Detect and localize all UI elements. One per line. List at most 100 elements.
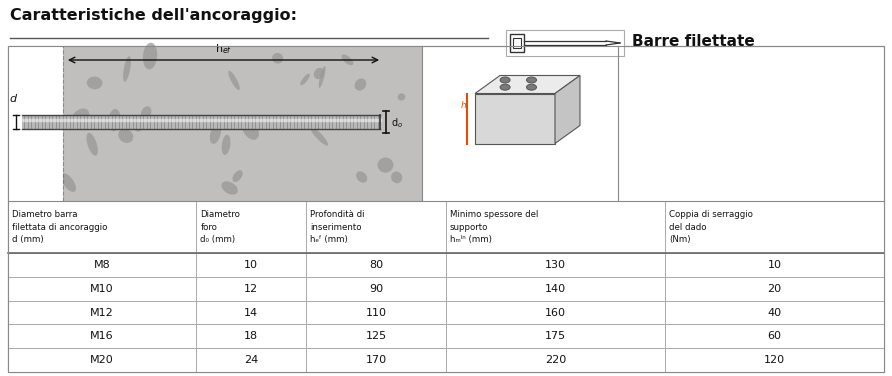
Polygon shape: [475, 76, 580, 94]
Bar: [8, 46, 884, 372]
Bar: [196, 300, 306, 324]
Text: 40: 40: [767, 308, 781, 317]
Text: 24: 24: [244, 355, 258, 365]
Ellipse shape: [70, 109, 89, 129]
Ellipse shape: [398, 93, 405, 101]
Bar: [665, 348, 884, 372]
Bar: [665, 253, 884, 277]
Text: M16: M16: [90, 331, 114, 341]
Text: h: h: [460, 102, 466, 111]
Ellipse shape: [526, 77, 536, 83]
Ellipse shape: [272, 53, 283, 64]
Bar: [446, 348, 665, 372]
Text: M8: M8: [94, 260, 111, 270]
Ellipse shape: [252, 120, 260, 127]
Bar: [8, 201, 196, 253]
Text: 130: 130: [545, 260, 566, 270]
Ellipse shape: [310, 126, 328, 146]
Ellipse shape: [134, 118, 145, 132]
Ellipse shape: [87, 133, 98, 156]
Text: 10: 10: [767, 260, 781, 270]
Bar: [446, 324, 665, 348]
Bar: [446, 277, 665, 300]
Ellipse shape: [228, 71, 240, 90]
Ellipse shape: [123, 56, 131, 82]
Bar: [8, 300, 196, 324]
Bar: [8, 46, 63, 201]
Bar: [506, 30, 624, 56]
Text: 160: 160: [545, 308, 566, 317]
Bar: [22, 115, 380, 129]
Bar: [306, 300, 446, 324]
Bar: [306, 324, 446, 348]
Text: 220: 220: [545, 355, 566, 365]
Bar: [665, 300, 884, 324]
Ellipse shape: [119, 129, 133, 143]
Bar: [306, 201, 446, 253]
Text: M12: M12: [90, 308, 114, 317]
Text: 125: 125: [366, 331, 386, 341]
Text: 12: 12: [244, 284, 258, 294]
Text: Profondità di
inserimento
hₑᶠ (mm): Profondità di inserimento hₑᶠ (mm): [310, 210, 364, 244]
Text: 14: 14: [244, 308, 258, 317]
Text: 90: 90: [369, 284, 383, 294]
Ellipse shape: [301, 74, 310, 85]
Bar: [513, 38, 521, 48]
Text: 80: 80: [369, 260, 383, 270]
Ellipse shape: [354, 79, 367, 91]
Ellipse shape: [342, 55, 353, 65]
Text: 10: 10: [244, 260, 258, 270]
Text: 140: 140: [545, 284, 566, 294]
Ellipse shape: [87, 77, 103, 89]
Text: Minimo spessore del
supporto
hₘᴵⁿ (mm): Minimo spessore del supporto hₘᴵⁿ (mm): [450, 210, 539, 244]
Text: Caratteristiche dell'ancoraggio:: Caratteristiche dell'ancoraggio:: [10, 8, 297, 23]
Text: Barre filettate: Barre filettate: [632, 35, 755, 50]
Text: 60: 60: [767, 331, 781, 341]
Bar: [665, 324, 884, 348]
Bar: [306, 348, 446, 372]
Ellipse shape: [109, 109, 120, 131]
Text: Coppia di serraggio
del dado
(Nm): Coppia di serraggio del dado (Nm): [669, 210, 753, 244]
Bar: [446, 201, 665, 253]
Bar: [196, 277, 306, 300]
Bar: [8, 277, 196, 300]
Polygon shape: [555, 76, 580, 144]
Ellipse shape: [221, 181, 238, 195]
Bar: [665, 201, 884, 253]
Bar: [8, 348, 196, 372]
Ellipse shape: [356, 171, 368, 183]
Text: M10: M10: [90, 284, 114, 294]
Ellipse shape: [500, 77, 510, 83]
Ellipse shape: [318, 66, 326, 88]
Bar: [196, 348, 306, 372]
Bar: [63, 46, 422, 201]
Text: 20: 20: [767, 284, 781, 294]
Ellipse shape: [500, 84, 510, 90]
Ellipse shape: [314, 68, 325, 79]
Text: h$_{ef}$: h$_{ef}$: [215, 42, 232, 56]
Text: 110: 110: [366, 308, 386, 317]
Bar: [510, 34, 524, 52]
Ellipse shape: [526, 84, 536, 90]
Text: M20: M20: [90, 355, 114, 365]
Bar: [8, 46, 884, 372]
Ellipse shape: [391, 171, 402, 183]
Bar: [196, 324, 306, 348]
Text: 120: 120: [764, 355, 785, 365]
Bar: [306, 277, 446, 300]
Bar: [8, 324, 196, 348]
Bar: [446, 253, 665, 277]
Text: d$_o$: d$_o$: [391, 117, 403, 130]
Text: Diametro
foro
d₀ (mm): Diametro foro d₀ (mm): [201, 210, 240, 244]
Ellipse shape: [210, 124, 221, 144]
Ellipse shape: [377, 158, 393, 173]
Text: Diametro barra
filettata di ancoraggio
d (mm): Diametro barra filettata di ancoraggio d…: [12, 210, 107, 244]
Bar: [8, 253, 196, 277]
Ellipse shape: [242, 119, 259, 140]
Bar: [446, 300, 665, 324]
Ellipse shape: [141, 106, 152, 119]
Bar: [196, 253, 306, 277]
Polygon shape: [475, 94, 555, 144]
Ellipse shape: [61, 173, 76, 192]
Ellipse shape: [233, 170, 243, 182]
